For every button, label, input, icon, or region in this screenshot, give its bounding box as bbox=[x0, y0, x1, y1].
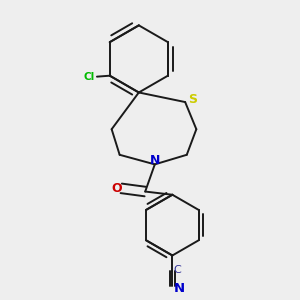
Text: Cl: Cl bbox=[83, 72, 94, 82]
Text: C: C bbox=[174, 265, 182, 275]
Text: O: O bbox=[112, 182, 122, 195]
Text: N: N bbox=[173, 282, 184, 295]
Text: S: S bbox=[188, 93, 197, 106]
Text: N: N bbox=[150, 154, 160, 167]
